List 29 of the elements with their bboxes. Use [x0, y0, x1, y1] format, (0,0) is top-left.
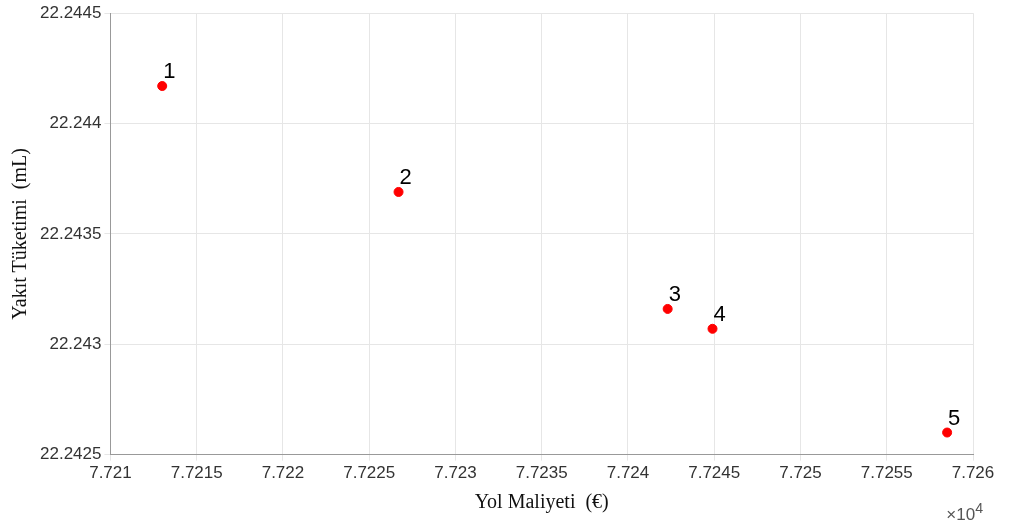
x-tick-label: 7.723	[434, 463, 477, 483]
y-tick-label: 22.2435	[40, 223, 102, 243]
annotation: 5	[948, 404, 961, 430]
x-tick-label: 7.7255	[860, 463, 913, 483]
annotation: 2	[399, 164, 412, 190]
point	[662, 303, 673, 314]
y-tick-label: 22.2425	[40, 444, 102, 464]
x-tick-label: 7.726	[951, 463, 995, 483]
y-tick-label: 22.2445	[40, 2, 102, 22]
point	[393, 186, 404, 197]
y-axis-title: Yakıt Tüketimi (mL)	[8, 148, 32, 320]
x-axis-title: Yol Maliyeti (€)	[474, 490, 609, 514]
point	[707, 323, 718, 334]
annotation: 3	[668, 281, 681, 306]
annotation: 1	[163, 58, 176, 84]
point	[157, 81, 168, 92]
x-tick-label: 7.7215	[170, 463, 223, 483]
text: ×10$^{4}$	[946, 500, 983, 525]
x-tick-label: 7.722	[261, 463, 305, 483]
y-tick-label: 22.243	[49, 333, 102, 353]
point	[942, 427, 953, 438]
x-tick-label: 7.7245	[688, 463, 741, 483]
x-tick-label: 7.724	[606, 463, 650, 483]
x-tick-label: 7.725	[779, 463, 822, 483]
x-tick-label: 7.7225	[343, 463, 396, 483]
x-tick-label: 7.721	[89, 463, 132, 483]
x-tick-label: 7.7235	[515, 463, 568, 483]
annotation: 4	[713, 300, 726, 326]
y-tick-label: 22.244	[49, 113, 102, 133]
